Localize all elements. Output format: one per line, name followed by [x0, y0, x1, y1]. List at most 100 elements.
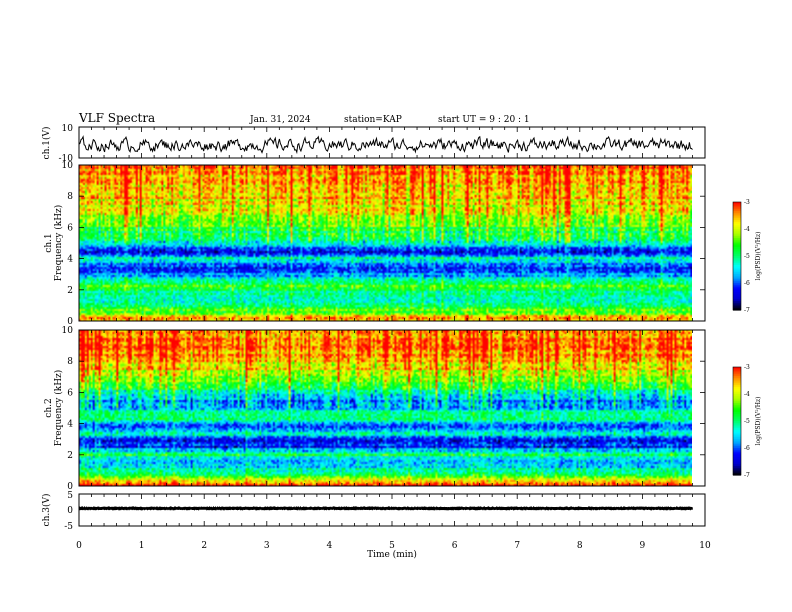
colorbar-cell	[733, 460, 741, 463]
y-tick-label: 10	[62, 161, 74, 171]
y-tick-label: 4	[67, 420, 73, 430]
colorbar-cell	[733, 274, 741, 277]
x-tick-label: 3	[264, 541, 270, 551]
colorbar-cell	[733, 458, 741, 462]
header-date: Jan. 31, 2024	[249, 115, 311, 125]
colorbar-cell	[733, 227, 741, 230]
colorbar-cell	[733, 292, 741, 295]
colorbar-tick-label: -4	[744, 391, 750, 398]
colorbar-cell	[733, 370, 741, 373]
y-tick-label: 8	[67, 357, 73, 367]
colorbar-cell	[733, 254, 741, 257]
colorbar-cell	[733, 368, 741, 372]
ch2-spec-ylabel-line1: ch.2	[44, 398, 54, 417]
spectrogram-image	[79, 330, 692, 486]
x-tick-label: 10	[699, 541, 711, 551]
colorbar-cell	[733, 284, 741, 288]
colorbar-cell	[733, 440, 741, 444]
x-tick-label: 5	[389, 541, 395, 551]
x-tick-label: 1	[139, 541, 145, 551]
colorbar-cell	[733, 413, 741, 417]
colorbar-cell	[733, 263, 741, 266]
colorbar-cell	[733, 286, 741, 289]
colorbar-cell	[733, 308, 741, 311]
colorbar-cell	[733, 209, 741, 212]
colorbar-cell	[733, 451, 741, 454]
colorbar-cell	[733, 419, 741, 422]
colorbar-cell	[733, 424, 741, 427]
colorbar-cell	[733, 275, 741, 279]
colorbar-cell	[733, 212, 741, 216]
colorbar-cell	[733, 218, 741, 221]
colorbar-cell	[733, 388, 741, 391]
ch2-spectrogram	[79, 330, 692, 486]
colorbar-cell	[733, 261, 741, 264]
colorbar-frame	[732, 366, 742, 476]
colorbar-cell	[733, 214, 741, 217]
colorbar-cell	[733, 426, 741, 429]
colorbar-cell	[733, 392, 741, 395]
ch1-ytick-bottom: -10	[59, 154, 74, 164]
colorbar-tick-label: -5	[744, 253, 750, 260]
colorbar-cell	[733, 293, 741, 297]
colorbar-cell	[733, 462, 741, 465]
x-tick-label: 9	[640, 541, 646, 551]
colorbar-cell	[733, 252, 741, 255]
colorbar-cell	[733, 248, 741, 252]
colorbar-cell	[733, 457, 741, 460]
colorbar-cell	[733, 417, 741, 420]
colorbar-cell	[733, 290, 741, 293]
colorbar-cell	[733, 466, 741, 469]
colorbar-cell	[733, 223, 741, 226]
ch2-colorbar: -3 -4 -5 -6 -7 log(PSD)(V²/Hz)	[732, 364, 762, 479]
colorbar-cell	[733, 422, 741, 426]
y-tick-label: 2	[67, 286, 73, 296]
colorbar-cell	[733, 297, 741, 300]
ch2-spectrogram-ticks	[78, 330, 706, 486]
ch1-spectrogram-ticks	[78, 165, 706, 321]
y-tick-label: 0	[67, 482, 73, 492]
colorbar-cell	[733, 238, 741, 241]
ch3-ytick-bottom: -5	[64, 522, 73, 532]
y-tick-label: 10	[62, 326, 74, 336]
colorbar-tick-label: -6	[744, 280, 750, 287]
colorbar-cell	[733, 250, 741, 253]
ch1-colorbar: -3 -4 -5 -6 -7 log(PSD)(V²/Hz)	[732, 199, 762, 314]
colorbar-cell	[733, 229, 741, 232]
ch1-spec-ylabel-line1: ch.1	[44, 233, 54, 252]
ch3-ytick-top: 5	[67, 491, 73, 501]
colorbar-cell	[733, 304, 741, 307]
ch1-spectrogram	[79, 165, 692, 321]
colorbar-tick-label: -7	[744, 307, 750, 314]
colorbar-tick-label: -4	[744, 226, 750, 233]
colorbar-cell	[733, 306, 741, 309]
colorbar-cell	[733, 234, 741, 237]
colorbar-cell	[733, 277, 741, 280]
x-tick-label: 0	[76, 541, 82, 551]
colorbar-cell	[733, 446, 741, 449]
colorbar-cell	[733, 455, 741, 458]
colorbar-cell	[733, 381, 741, 384]
ch1-waveform-trace	[78, 135, 693, 155]
colorbar-cell	[733, 412, 741, 415]
x-tick-label: 6	[452, 541, 458, 551]
colorbar-tick-label: -3	[744, 364, 750, 371]
colorbar-cell	[733, 367, 741, 370]
colorbar-cell	[733, 236, 741, 239]
colorbar-cell	[733, 408, 741, 411]
ch1-spectrogram-panel: 0 2 4 6 8 10 ch.1 Frequency (kHz) -3 -4 -5 -6 -7 l…	[44, 161, 762, 327]
colorbar-cell	[733, 471, 741, 474]
colorbar-cell	[733, 439, 741, 442]
ch3-waveform-ticks	[78, 494, 706, 526]
ch1-waveform-frame	[78, 126, 706, 159]
colorbar-cell	[733, 410, 741, 413]
x-tick-label: 7	[514, 541, 520, 551]
colorbar-cell	[733, 374, 741, 377]
colorbar-tick-label: -5	[744, 418, 750, 425]
colorbar-cell	[733, 207, 741, 210]
colorbar-cell	[733, 453, 741, 456]
colorbar-cell	[733, 265, 741, 268]
ch1-waveform-ticks	[78, 127, 706, 158]
ch2-spectrogram-yticklabels: 0 2 4 6 8 10	[62, 326, 705, 492]
